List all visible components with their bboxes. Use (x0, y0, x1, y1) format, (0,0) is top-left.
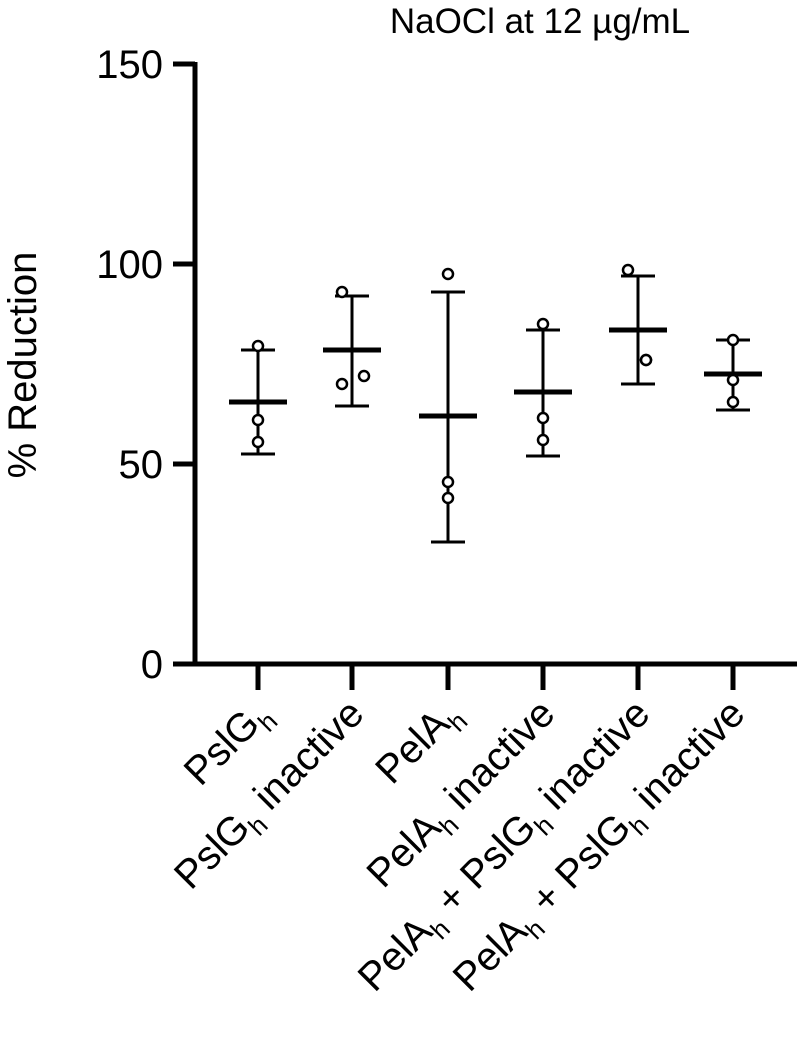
error-bars (241, 274, 750, 544)
y-tick-label: 100 (96, 243, 163, 287)
data-point (536, 411, 550, 425)
data-points (251, 263, 740, 505)
y-axis-label: % Reduction (1, 252, 45, 479)
data-point (621, 263, 635, 277)
chart-title: NaOCl at 12 µg/mL (390, 2, 690, 41)
y-axis-ticks: 0 50 100 150 (96, 43, 195, 687)
data-point (441, 475, 455, 489)
y-tick-label: 0 (141, 643, 163, 687)
data-point (441, 267, 455, 281)
data-point (335, 285, 349, 299)
y-tick-label: 50 (119, 443, 164, 487)
data-point (726, 395, 740, 409)
y-tick-label: 150 (96, 43, 163, 87)
mean-lines (229, 327, 762, 419)
data-point (357, 369, 371, 383)
axes (192, 62, 797, 667)
data-point (639, 353, 653, 367)
data-point (441, 491, 455, 505)
data-point (536, 433, 550, 447)
data-point (251, 339, 265, 353)
data-point (251, 435, 265, 449)
data-point (251, 413, 265, 427)
data-point (335, 377, 349, 391)
data-point (726, 373, 740, 387)
data-point (536, 317, 550, 331)
data-point (726, 333, 740, 347)
